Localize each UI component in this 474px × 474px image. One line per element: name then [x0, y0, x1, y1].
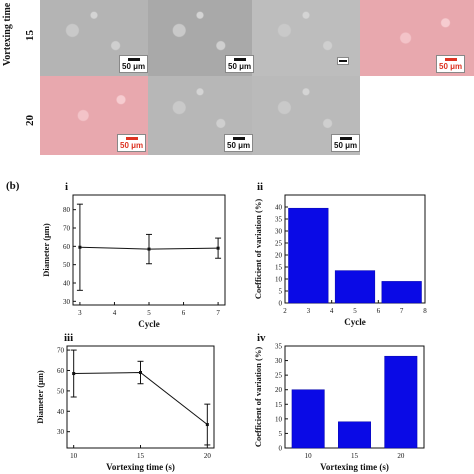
- scale-bar: 50 μm: [331, 134, 361, 152]
- subpanel-label-iii: iii: [64, 332, 74, 344]
- data-point: [72, 372, 76, 376]
- data-point: [216, 246, 220, 250]
- y-tick-label: 50: [57, 387, 65, 395]
- bar: [384, 355, 418, 449]
- scale-bar-small: [337, 57, 349, 65]
- chart-diameter-vs-vortexing: 30 40 50 60 70 10 15 20 Vortexing time (s) Diamet…: [35, 345, 215, 472]
- x-tick-label: 3: [307, 307, 311, 315]
- x-tick-label: 10: [70, 452, 78, 460]
- chart-diameter-vs-cycle: 30 40 50 60 70 80 3 4 5 6 7 Cycle Diameter (μm): [41, 194, 226, 329]
- x-tick-label: 15: [137, 452, 145, 460]
- x-axis-label: Cycle: [344, 317, 366, 327]
- x-tick-label: 20: [204, 452, 212, 460]
- subpanel-label-iv: iv: [257, 332, 266, 344]
- y-tick-label: 0: [279, 445, 283, 453]
- y-tick-label: 10: [275, 276, 283, 284]
- y-tick-label: 15: [275, 401, 283, 409]
- y-axis-label: Coefficient of variation (%): [253, 199, 263, 299]
- data-point: [205, 423, 209, 427]
- y-tick-label: 20: [275, 252, 283, 260]
- y-tick-label: 35: [275, 343, 283, 351]
- row-label-20: 20: [24, 115, 36, 126]
- data-point: [78, 245, 82, 249]
- y-tick-label: 35: [275, 216, 283, 224]
- x-tick-label: 5: [353, 307, 357, 315]
- micrograph-15-4: [360, 0, 474, 76]
- bar: [338, 421, 371, 449]
- scale-bar: 50 μm: [119, 55, 149, 73]
- bar: [291, 389, 325, 449]
- y-tick-label: 10: [275, 415, 283, 423]
- x-axis-label: Cycle: [138, 319, 160, 329]
- y-tick-label: 5: [279, 288, 283, 296]
- row-axis-label: Vortexing time (s): [2, 0, 13, 66]
- y-tick-label: 60: [57, 367, 65, 375]
- x-tick-label: 5: [147, 309, 151, 317]
- x-tick-label: 8: [423, 307, 427, 315]
- y-tick-label: 30: [57, 428, 65, 436]
- x-tick-label: 6: [182, 309, 186, 317]
- scale-bar: 50 μm: [436, 55, 466, 73]
- x-tick-label: 2: [283, 307, 287, 315]
- y-tick-label: 70: [63, 225, 71, 233]
- x-tick-label: 10: [305, 452, 313, 460]
- y-tick-label: 40: [57, 408, 65, 416]
- x-axis-label: Vortexing time (s): [106, 462, 175, 472]
- x-axis-label: Vortexing time (s): [320, 462, 389, 472]
- y-tick-label: 25: [275, 372, 283, 380]
- x-tick-label: 7: [400, 307, 404, 315]
- x-tick-label: 4: [330, 307, 334, 315]
- y-tick-label: 30: [275, 357, 283, 365]
- x-tick-label: 20: [397, 452, 405, 460]
- y-tick-label: 80: [63, 206, 71, 214]
- bar: [288, 207, 329, 304]
- y-tick-label: 40: [275, 204, 283, 212]
- scale-bar: 50 μm: [224, 134, 254, 152]
- data-point: [139, 371, 142, 375]
- y-tick-label: 0: [279, 300, 283, 308]
- y-axis-label: Diameter (μm): [41, 223, 51, 277]
- y-tick-label: 70: [57, 347, 65, 355]
- x-tick-label: 7: [216, 309, 220, 317]
- y-tick-label: 25: [275, 240, 283, 248]
- y-tick-label: 50: [63, 261, 71, 269]
- chart-cv-vs-vortexing: 0 5 10 15 20 25 30 35 10 15 20 Vortexing time (s) Co…: [253, 343, 425, 472]
- y-tick-label: 20: [275, 386, 283, 394]
- chart-cv-vs-cycle: 0 5 10 15 20 25 30 35 40 2 3 4 5 6 7 8 Cycle Coefficient …: [253, 194, 427, 327]
- x-tick-label: 4: [113, 309, 117, 317]
- y-tick-label: 5: [279, 430, 283, 438]
- panel-b-label: (b): [6, 180, 20, 192]
- y-tick-label: 60: [63, 243, 71, 251]
- y-tick-label: 30: [275, 228, 283, 236]
- micrograph-15-1: [40, 0, 148, 76]
- y-axis-label: Coefficient of variation (%): [253, 347, 263, 447]
- x-tick-label: 15: [351, 452, 359, 460]
- x-tick-label: 3: [78, 309, 82, 317]
- bar: [334, 270, 376, 304]
- bar: [381, 281, 422, 304]
- scale-bar: 50 μm: [117, 134, 147, 152]
- subpanel-label-ii: ii: [257, 181, 264, 193]
- data-point: [147, 247, 151, 251]
- scale-bar: 50 μm: [225, 55, 255, 73]
- y-tick-label: 15: [275, 264, 283, 272]
- y-tick-label: 30: [63, 298, 71, 306]
- x-tick-label: 6: [377, 307, 381, 315]
- y-tick-label: 40: [63, 280, 71, 288]
- subpanel-label-i: i: [65, 181, 69, 193]
- row-label-15: 15: [24, 30, 36, 41]
- y-axis-label: Diameter (μm): [35, 370, 45, 424]
